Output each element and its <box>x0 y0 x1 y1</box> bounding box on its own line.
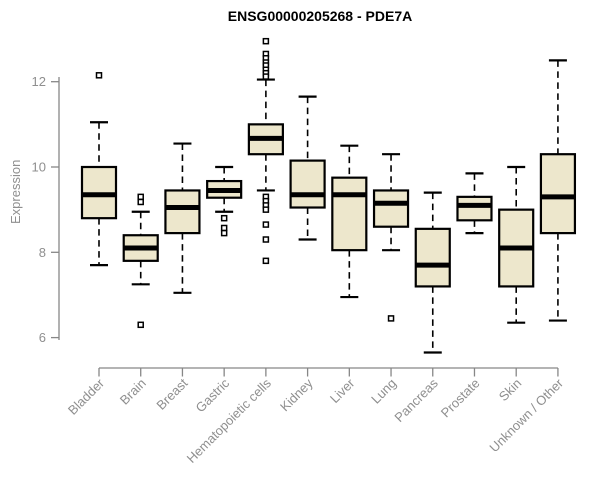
outlier-point <box>220 229 228 237</box>
x-category-label: Skin <box>496 376 524 404</box>
box-liver <box>331 144 368 299</box>
x-category-label: Brain <box>117 376 149 408</box>
box-skin <box>498 165 535 324</box>
box-prostate <box>456 172 493 235</box>
x-category-label: Liver <box>327 375 358 406</box>
box-brain <box>122 193 159 329</box>
box-kidney <box>289 95 326 241</box>
outlier-point <box>220 214 228 222</box>
x-category-label: Breast <box>153 375 190 412</box>
x-category-label: Prostate <box>438 376 483 421</box>
outlier-point <box>95 72 103 79</box>
y-tick-label: 10 <box>32 160 46 175</box>
box-lung <box>372 153 410 322</box>
outlier-point <box>262 73 270 80</box>
box-breast <box>164 142 201 294</box>
box-gastric <box>206 165 243 237</box>
box-bladder <box>80 72 118 267</box>
chart-title: ENSG00000205268 - PDE7A <box>227 8 413 24</box>
box-unknown-other <box>539 59 577 322</box>
outlier-point <box>137 198 144 206</box>
box-hematopoietic-cells <box>247 37 284 265</box>
outlier-point <box>262 206 270 213</box>
x-category-label: Lung <box>368 376 399 407</box>
outlier-point <box>262 37 270 45</box>
outlier-point <box>262 236 270 243</box>
y-axis: 6 8 10 12 <box>32 74 60 345</box>
outlier-point <box>387 315 395 322</box>
x-category-label: Bladder <box>65 375 108 418</box>
y-tick-label: 12 <box>32 74 46 89</box>
x-category-label: Gastric <box>193 375 233 415</box>
outlier-point <box>137 193 144 201</box>
outlier-point <box>262 221 270 228</box>
x-category-label: Unknown / Other <box>486 375 566 455</box>
outlier-point <box>262 257 270 265</box>
outlier-point <box>220 224 228 232</box>
x-category-label: Pancreas <box>391 375 441 425</box>
outlier-point <box>137 321 144 329</box>
y-tick-label: 6 <box>39 330 46 345</box>
x-category-label: Kidney <box>277 375 316 414</box>
y-tick-label: 8 <box>39 245 46 260</box>
box-pancreas <box>414 191 451 354</box>
